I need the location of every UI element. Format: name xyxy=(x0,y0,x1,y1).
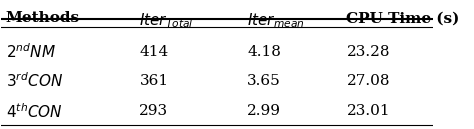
Text: 4.18: 4.18 xyxy=(247,45,281,59)
Text: Methods: Methods xyxy=(6,11,80,26)
Text: $\mathit{Iter}_{Total}$: $\mathit{Iter}_{Total}$ xyxy=(139,11,194,30)
Text: 27.08: 27.08 xyxy=(346,74,390,88)
Text: CPU Time (s): CPU Time (s) xyxy=(346,11,460,26)
Text: 414: 414 xyxy=(139,45,169,59)
Text: $4^{th}CON$: $4^{th}CON$ xyxy=(6,102,63,121)
Text: $3^{rd}CON$: $3^{rd}CON$ xyxy=(6,72,63,90)
Text: 2.99: 2.99 xyxy=(247,104,281,118)
Text: 23.01: 23.01 xyxy=(346,104,390,118)
Text: 361: 361 xyxy=(139,74,169,88)
Text: 3.65: 3.65 xyxy=(247,74,281,88)
Text: $\mathit{Iter}_{mean}$: $\mathit{Iter}_{mean}$ xyxy=(247,11,305,30)
Text: 293: 293 xyxy=(139,104,169,118)
Text: $2^{nd}NM$: $2^{nd}NM$ xyxy=(6,43,56,61)
Text: 23.28: 23.28 xyxy=(346,45,390,59)
